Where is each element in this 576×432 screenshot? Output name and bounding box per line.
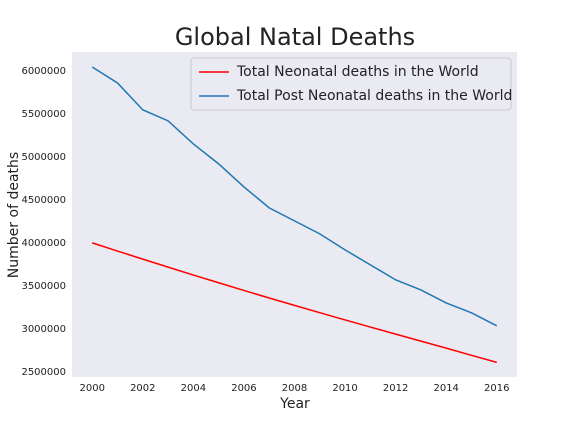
y-tick-label: 4000000 [21,238,66,249]
x-axis-label: Year [279,396,310,412]
legend-box [190,57,512,111]
x-tick-label: 2000 [80,383,105,394]
x-tick-label: 2008 [282,383,307,394]
legend-label: Total Neonatal deaths in the World [236,64,479,80]
x-tick-label: 2016 [484,383,509,394]
y-tick-label: 2500000 [21,367,66,378]
y-tick-label: 5000000 [21,152,66,163]
x-tick-label: 2012 [383,383,408,394]
y-tick-label: 5500000 [21,109,66,120]
x-tick-label: 2002 [130,383,155,394]
line [91,242,497,364]
y-axis-label: Number of deaths [6,152,22,278]
y-tick-label: 6000000 [21,66,66,77]
x-tick-label: 2014 [433,383,458,394]
x-tick-label: 2004 [181,383,206,394]
x-tick-label: 2006 [231,383,256,394]
y-tick-label: 3000000 [21,324,66,335]
x-tick-label: 2010 [332,383,357,394]
legend-label: Total Post Neonatal deaths in the World [236,88,512,104]
y-tick-label: 4500000 [21,195,66,206]
chart-title: Global Natal Deaths [175,23,415,51]
line [91,66,498,327]
y-tick-label: 3500000 [21,281,66,292]
